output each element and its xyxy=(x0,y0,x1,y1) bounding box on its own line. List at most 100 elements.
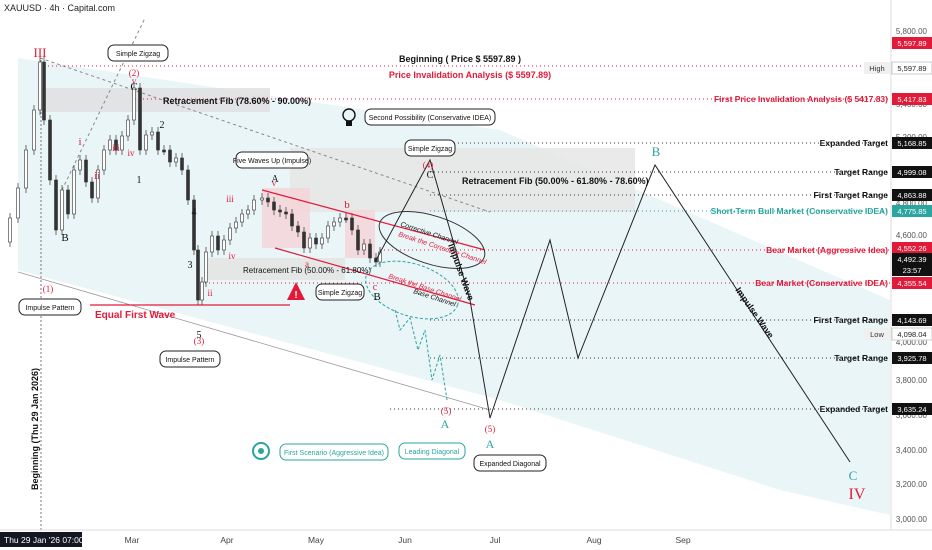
callout-text: Second Possibility (Conservative IDEA) xyxy=(369,115,492,122)
candle-body xyxy=(72,169,76,215)
candle-body xyxy=(126,119,130,137)
corrective-channel-lower xyxy=(274,247,476,306)
candle-body xyxy=(228,227,232,241)
price-badge-value: 5,168.85 xyxy=(897,139,926,148)
level-label: Bear Market (Aggressive Idea) xyxy=(766,245,888,255)
warning-icon: ! xyxy=(287,282,305,301)
price-badge-value: 4,492.39 xyxy=(897,255,926,264)
wave-label: 1 xyxy=(137,175,142,186)
badge-caption-bg xyxy=(864,62,890,74)
candle-body xyxy=(302,231,306,249)
candle-body xyxy=(344,217,348,221)
price-badge-value: 4,143.69 xyxy=(897,316,926,325)
price-badge xyxy=(892,37,932,49)
candle-body xyxy=(114,139,118,151)
corrective-channel-upper xyxy=(261,189,486,251)
price-badge-value: 4,552.26 xyxy=(897,244,926,253)
candle-body xyxy=(186,169,190,201)
candle-body xyxy=(54,179,58,231)
price-badge-value: 3,635.24 xyxy=(897,405,926,414)
level-label: Short-Term Bull Market (Conservative IDE… xyxy=(711,206,889,216)
candle-body xyxy=(180,157,184,171)
equal-first-wave-label: Equal First Wave xyxy=(95,310,176,321)
fib-zone-low xyxy=(205,258,345,280)
candle-body xyxy=(16,187,20,219)
callout-text: Expanded Diagonal xyxy=(479,461,541,468)
wave-label: iv xyxy=(228,251,236,261)
candle-body xyxy=(78,159,82,171)
fib-zone-top xyxy=(40,88,270,112)
candle-body xyxy=(296,225,300,233)
candle-body xyxy=(150,131,154,136)
candles-group xyxy=(8,57,382,305)
wave-label: iii xyxy=(226,194,234,204)
price-badge xyxy=(892,253,932,265)
callout-box xyxy=(18,298,82,316)
wave-label: 2 xyxy=(160,120,165,131)
price-badge-value: 3,925.78 xyxy=(897,354,926,363)
candle-body xyxy=(156,131,160,151)
lightbulb-icon xyxy=(342,108,356,126)
level-labels-group: First Price Invalidation Analysis ($ 541… xyxy=(711,94,889,414)
price-invalidation-label: Price Invalidation Analysis ($ 5597.89) xyxy=(389,70,551,80)
time-tick-label: Sep xyxy=(675,535,690,545)
wave-label: 5 xyxy=(197,330,202,341)
wave-label: (2) xyxy=(129,68,140,78)
beginning-label: Beginning ( Price $ 5597.89 ) xyxy=(399,54,521,64)
callout-box xyxy=(315,283,365,301)
level-label: Expanded Target xyxy=(820,138,888,148)
price-badge-value: 5,417.83 xyxy=(897,95,926,104)
candle-body xyxy=(32,109,36,151)
fib-mid-label: Retracement Fib (50.00% - 61.80% - 78.60… xyxy=(462,176,649,186)
candle-body xyxy=(266,197,270,203)
refresh-icon xyxy=(252,442,270,460)
base-channel-shading xyxy=(18,58,890,515)
candle-body xyxy=(350,217,354,231)
price-badge xyxy=(892,242,932,254)
vertical-beginning-label: Beginning (Thu 29 Jan 2026) xyxy=(30,368,40,490)
time-tick-label: Aug xyxy=(586,535,601,545)
candle-body xyxy=(38,61,42,111)
callout-box xyxy=(473,454,547,472)
price-badge xyxy=(891,61,932,75)
candle-body xyxy=(252,199,256,211)
callout-box xyxy=(159,350,221,368)
badge-caption-bg xyxy=(864,328,890,340)
corrective-channel-ellipse xyxy=(378,211,486,269)
candle-body xyxy=(162,149,166,153)
callout-box xyxy=(404,139,456,157)
wave-label: (1) xyxy=(43,284,54,294)
level-label: First Target Range xyxy=(814,190,889,200)
candle-body xyxy=(210,235,214,253)
projection-conservative-path xyxy=(374,158,851,463)
price-tick-label: 4,600.00 xyxy=(896,231,928,240)
candle-body xyxy=(200,281,204,301)
chart-symbol-title: XAUUSD · 4h · Capital.com xyxy=(4,3,116,13)
time-tick-label: Apr xyxy=(220,535,233,545)
wave-label: 4 xyxy=(192,207,197,218)
callout-text: Impulse Pattern xyxy=(25,305,74,312)
candle-body xyxy=(144,134,148,151)
callout-box xyxy=(398,442,466,460)
price-tick-label: 3,000.00 xyxy=(896,515,928,524)
crosshair-date-text: Thu 29 Jan '26 07:00 xyxy=(4,535,84,545)
callouts-group: Simple Zigzag Impulse Pattern Impulse Patt… xyxy=(18,44,547,472)
price-badge-value: 5,597.89 xyxy=(897,64,926,73)
fib-zone-mid xyxy=(290,148,635,212)
price-badges-group: High 5,597.89 5,597.89 5,417.83 5,168.85 4,99… xyxy=(864,37,932,415)
wave-label: C xyxy=(849,468,858,483)
price-tick-label: 3,600.00 xyxy=(896,411,928,420)
callout-box xyxy=(235,151,309,169)
candle-body xyxy=(362,243,366,251)
candle-body xyxy=(308,237,312,249)
wave-label: IV xyxy=(849,486,866,503)
callout-text: Simple Zigzag xyxy=(116,51,160,58)
price-badge xyxy=(892,189,932,201)
crosshair-date-badge xyxy=(0,532,82,547)
wave-label: B xyxy=(373,291,380,303)
candle-body xyxy=(84,159,88,183)
wave-label: c xyxy=(373,282,378,293)
candle-body xyxy=(338,217,342,223)
wave-label: (5) xyxy=(485,424,496,434)
